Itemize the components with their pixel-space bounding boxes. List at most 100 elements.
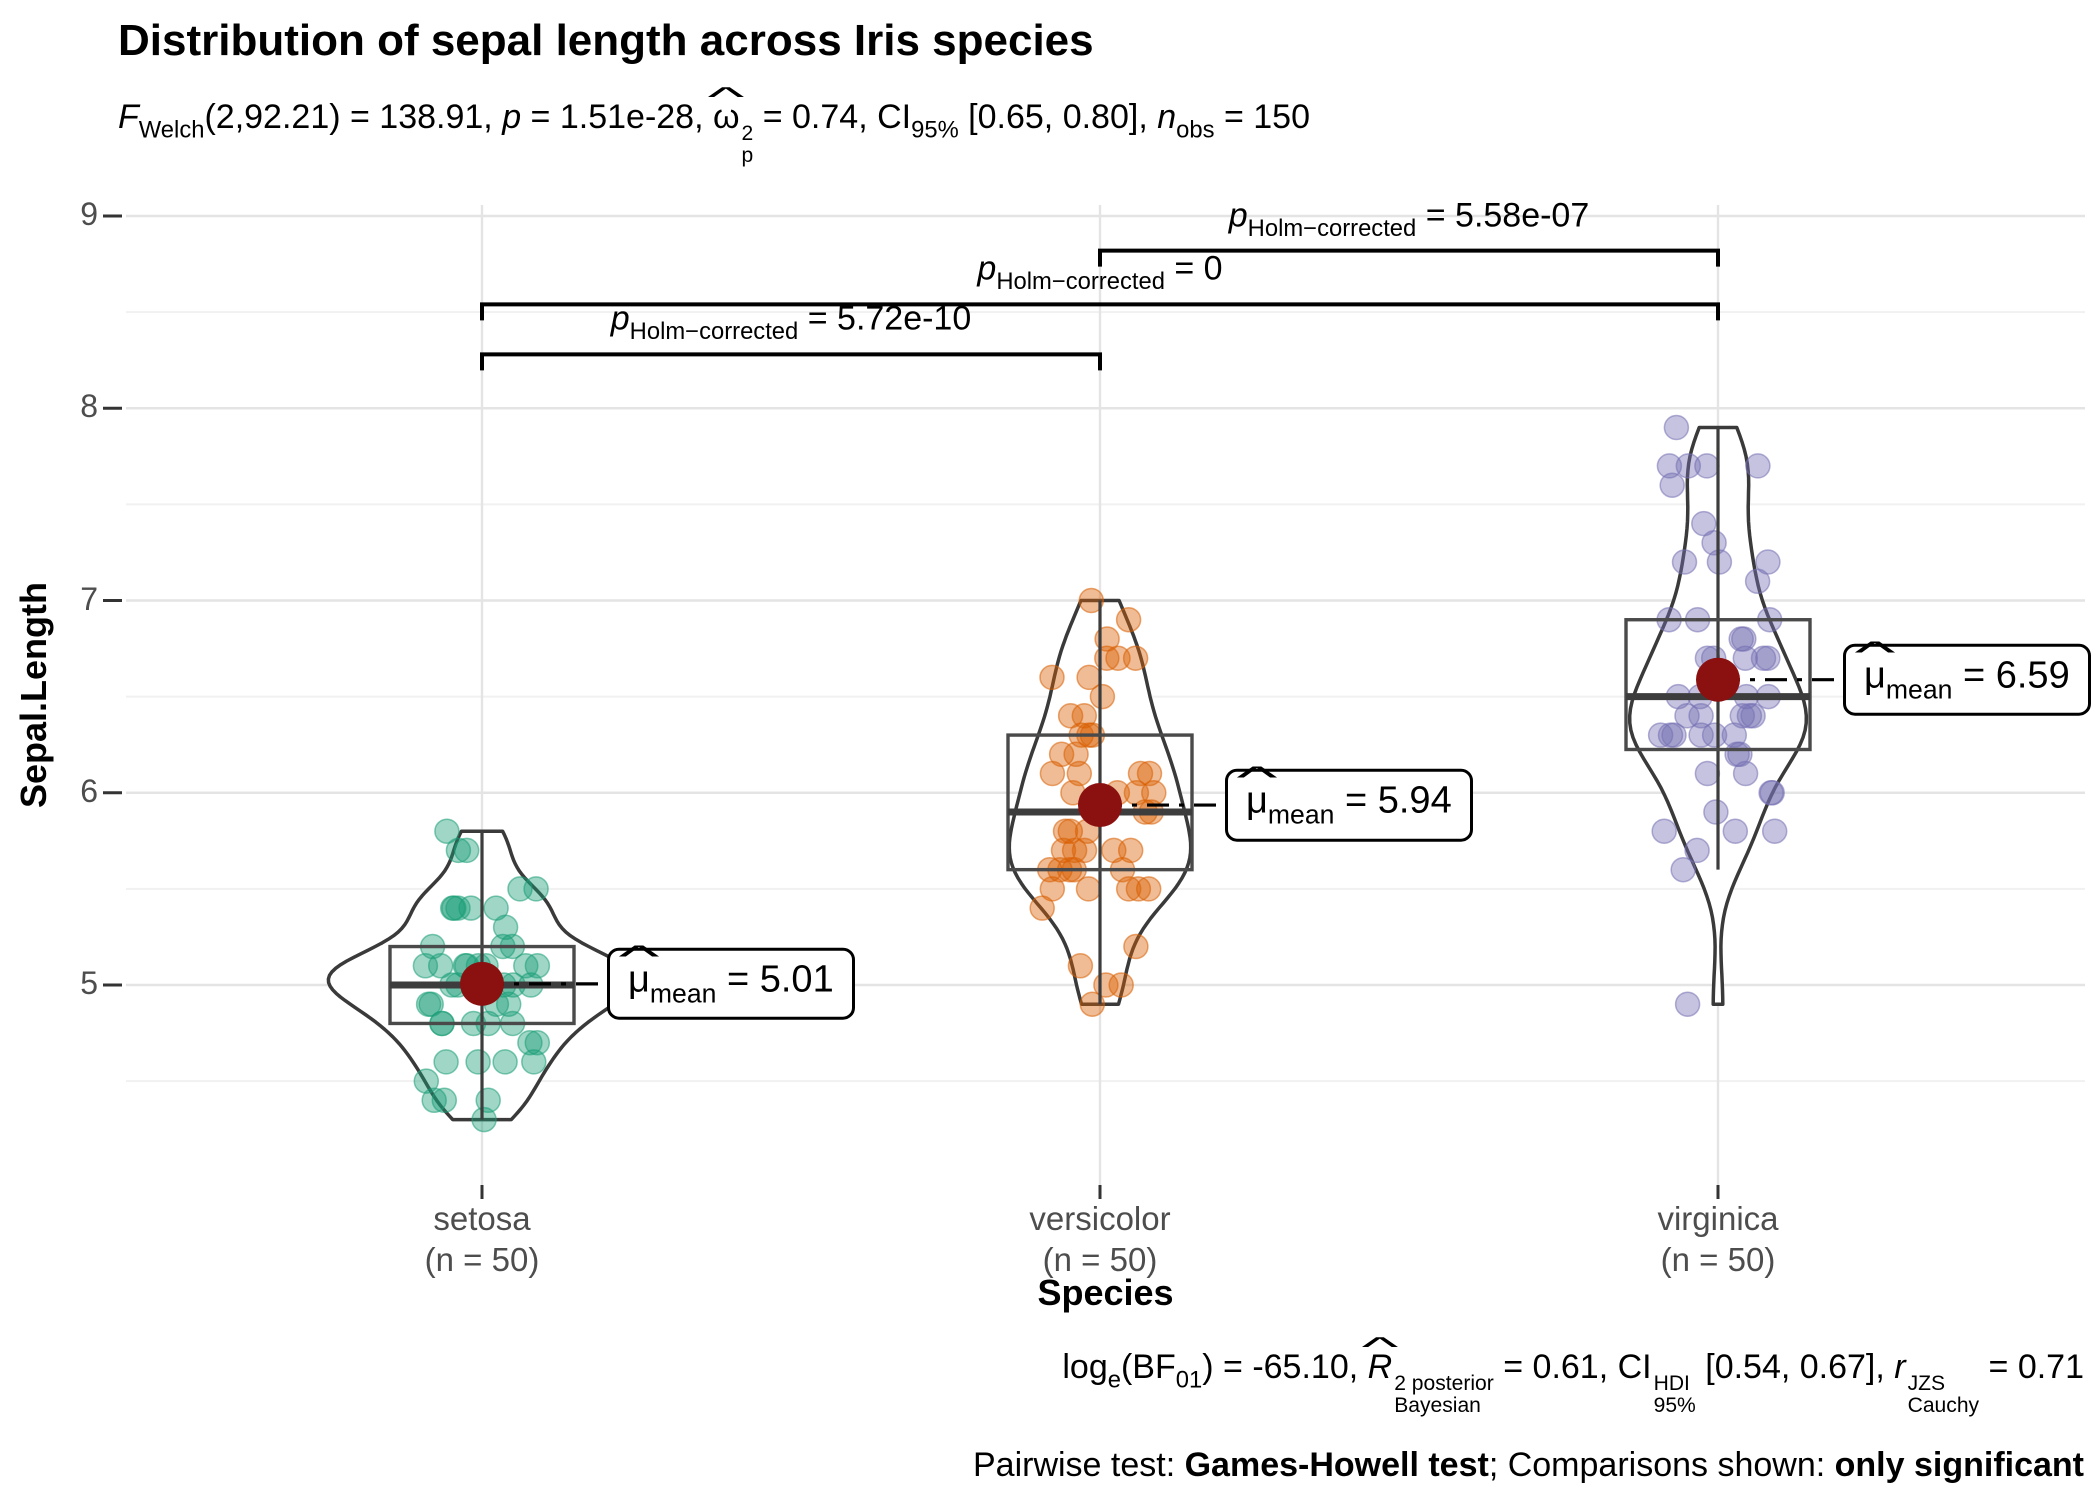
text-segment: 01 (1175, 1366, 1203, 1394)
text-segment: = 5.01 (716, 958, 834, 1001)
data-point (1727, 741, 1753, 768)
data-point (1728, 626, 1754, 652)
data-point (524, 1029, 551, 1056)
text-segment: mean (649, 978, 717, 1009)
text-segment: = 150 (1214, 98, 1310, 136)
data-point (1761, 818, 1788, 844)
data-point (1135, 876, 1162, 902)
text-segment: μ (1864, 654, 1886, 697)
x-tick-label-versicolor: versicolor (n = 50) (1029, 1198, 1170, 1281)
data-point (1675, 453, 1702, 479)
stacked-script: 2 posterior Bayesian (1394, 1371, 1494, 1418)
y-tick-label: 8 (80, 388, 98, 425)
text-segment: p (502, 98, 522, 136)
jitter-points-virginica (1647, 414, 1788, 1017)
data-point (1736, 703, 1763, 729)
data-point (412, 953, 439, 979)
data-point (492, 914, 519, 941)
text-segment: log (1062, 1348, 1108, 1386)
data-point (1076, 664, 1102, 691)
data-point (1063, 741, 1089, 768)
mean-dot-versicolor (1078, 783, 1122, 828)
chart-title: Distribution of sepal length across Iris… (118, 16, 1094, 65)
data-point (439, 895, 466, 921)
data-point (413, 1068, 440, 1094)
data-point (507, 876, 533, 902)
text-segment: (2,92.21) = 138.91, (204, 98, 503, 136)
significance-bracket-2 (1098, 248, 1720, 267)
text-segment: = 0.74, CI (753, 98, 912, 136)
data-point (1115, 876, 1142, 902)
data-point (1674, 703, 1700, 729)
data-point (415, 991, 442, 1017)
y-tick-label: 9 (80, 196, 98, 232)
data-point (1659, 472, 1685, 498)
text-segment: μ (1246, 780, 1268, 823)
significance-bracket-1 (480, 302, 1720, 321)
text-segment: Holm−corrected (1247, 214, 1417, 242)
stats-subtitle: FWelch(2,92.21) = 138.91, p = 1.51e-28, … (118, 98, 1310, 168)
data-point (1052, 818, 1079, 844)
data-point (465, 1049, 491, 1075)
data-point (1729, 703, 1756, 729)
text-segment: 95% (911, 116, 959, 144)
data-point (1067, 953, 1094, 979)
data-point (513, 953, 539, 979)
mean-dot-setosa (460, 961, 504, 1006)
data-point (492, 1049, 518, 1075)
x-label-name: virginica (1657, 1200, 1779, 1237)
data-point (1115, 606, 1142, 633)
data-point (1127, 760, 1154, 787)
data-point (1647, 722, 1674, 748)
data-point (1755, 549, 1781, 575)
data-point (1125, 876, 1152, 902)
x-axis-title: Species (1037, 1272, 1174, 1313)
data-point (521, 1049, 547, 1075)
text-segment: = 0.61, CI (1493, 1348, 1652, 1386)
data-point (1656, 453, 1683, 479)
text-segment: Pairwise test: (972, 1446, 1185, 1484)
y-tick-label: 5 (80, 965, 98, 1001)
data-point (1050, 837, 1077, 864)
mean-label-setosa: μmean = 5.01 (607, 947, 855, 1021)
data-point (1651, 818, 1677, 844)
data-point (1078, 587, 1105, 614)
text-segment: μ (628, 959, 650, 1002)
bracket-label-1: pHolm−corrected = 0 (977, 250, 1222, 297)
text-segment: F (118, 98, 139, 136)
data-point (1136, 760, 1163, 787)
pairwise-test-caption: Pairwise test: Games-Howell test; Compar… (973, 1446, 2084, 1485)
text-segment: obs (1176, 116, 1215, 144)
data-point (1122, 645, 1149, 671)
text-segment: (BF (1120, 1348, 1176, 1386)
data-point (433, 1049, 459, 1075)
text-segment: R (1368, 1348, 1393, 1387)
mean-label-virginica: μmean = 6.59 (1843, 643, 2091, 717)
data-point (1048, 741, 1075, 768)
data-point (1691, 510, 1717, 537)
x-label-n: (n = 50) (1660, 1241, 1776, 1279)
data-point (445, 895, 471, 921)
data-point (1105, 645, 1131, 671)
data-point (1066, 760, 1093, 787)
y-tick-label: 7 (80, 580, 98, 617)
data-point (517, 1029, 543, 1056)
data-point (1057, 703, 1084, 729)
bracket-label-0: pHolm−corrected = 5.72e-10 (611, 300, 972, 347)
text-segment: = 1.51e-28, (521, 98, 713, 136)
text-segment: e (1107, 1366, 1121, 1394)
data-point (421, 1087, 447, 1114)
data-point (1745, 453, 1771, 479)
text-segment: mean (1267, 799, 1335, 830)
data-point (1039, 664, 1065, 691)
data-point (453, 837, 480, 864)
stacked-script: HDI 95% (1653, 1371, 1696, 1418)
data-point (1732, 645, 1759, 671)
mean-label-versicolor: μmean = 5.94 (1225, 768, 1473, 842)
x-label-n: (n = 50) (424, 1241, 540, 1279)
data-point (1694, 760, 1721, 787)
data-point (1732, 760, 1759, 787)
y-tick-label: 6 (80, 772, 98, 809)
bracket-label-2: pHolm−corrected = 5.58e-07 (1229, 196, 1590, 243)
